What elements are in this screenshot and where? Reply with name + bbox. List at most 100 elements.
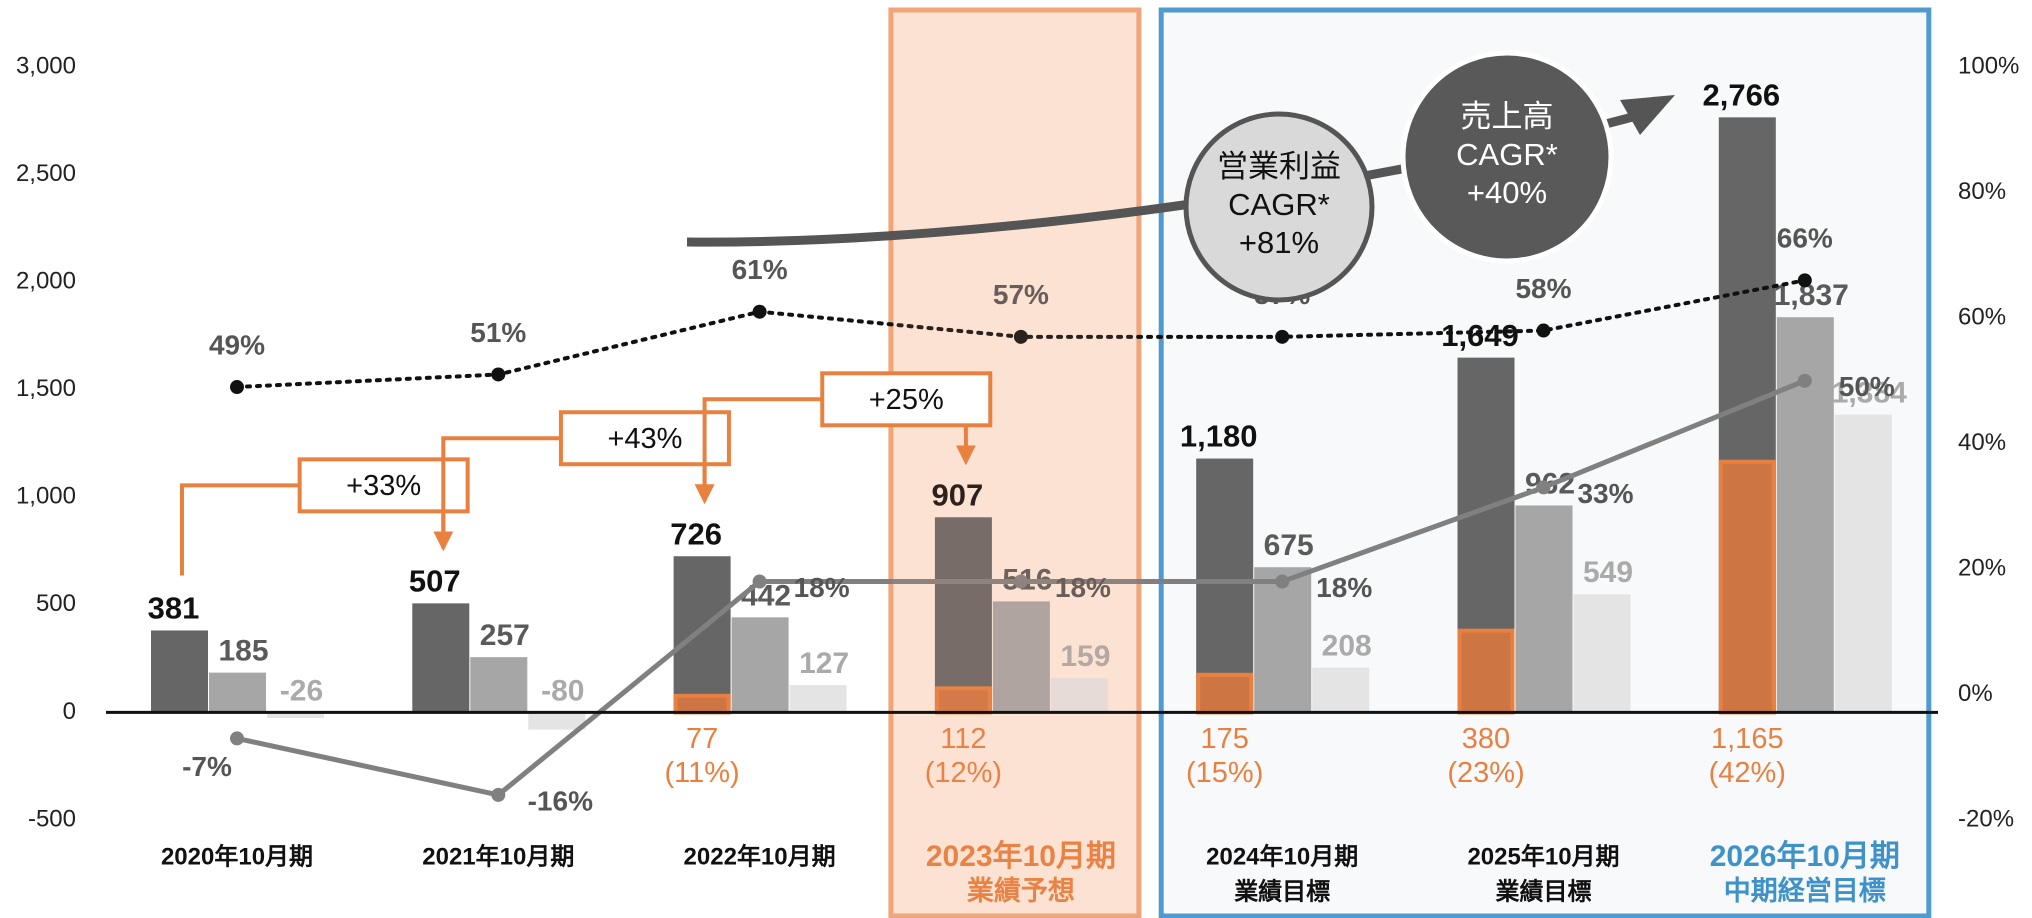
line-point [752,304,767,319]
growth-connector [441,436,561,549]
bar-value-label: 185 [218,635,268,668]
line-value-label: 18% [1055,572,1111,603]
y-tick-label: 0 [63,698,76,725]
bar [934,517,992,713]
operating-margin-label: (11%) [664,757,739,789]
x-tick-label: 2024年10月期 [1206,842,1358,870]
bar [470,657,528,713]
bar-value-label: 1,649 [1441,318,1519,353]
line-value-label: 61% [732,254,788,285]
bar [731,617,789,713]
growth-label: +43% [607,423,682,455]
bar-value-label: -80 [541,674,584,707]
cagr-text: +81% [1239,225,1319,260]
bar-value-label: 549 [1583,556,1633,589]
y-tick-label: 500 [36,590,76,617]
operating-profit-label: 380 [1462,723,1510,755]
operating-profit-bar [1457,628,1515,715]
line-value-label: 58% [1515,273,1571,304]
x-tick-sublabel: 業績目標 [1496,877,1592,905]
bar-value-label: 675 [1264,529,1314,562]
bar-value-label: 127 [799,647,849,680]
bar-value-label: 257 [480,619,530,652]
growth-label: +25% [869,384,944,416]
operating-profit-label: 77 [686,723,718,755]
line-point [1013,329,1028,344]
forecast-box [888,7,1142,918]
y-tick-label: 2,000 [16,267,76,294]
line-point [1536,323,1551,338]
bar-value-label: 442 [741,579,791,612]
growth-connector [180,483,300,576]
bar-value-label: 208 [1322,630,1372,663]
operating-margin-label: (12%) [925,757,1002,789]
bar [209,672,266,713]
x-tick-sublabel: 業績目標 [1234,877,1330,905]
y-tick-label: 1,000 [16,483,76,510]
bar [151,630,208,713]
line-point [491,367,506,382]
line-value-label: 57% [993,279,1049,310]
line-value-label: 18% [1316,572,1372,603]
line-value-label: 51% [470,317,526,348]
cagr-text: +40% [1467,175,1547,210]
line-point [1275,329,1290,344]
bar [528,712,586,730]
bar-value-label: 1,180 [1180,419,1258,454]
operating-margin-label: (42%) [1709,757,1786,789]
growth-box [297,457,470,514]
line-value-label: -16% [528,785,593,816]
bar-value-label: 2,766 [1703,78,1781,113]
bar [789,685,847,713]
line-value-label: 33% [1577,478,1633,509]
bar [1312,667,1370,713]
y-tick-label: 1,500 [16,375,76,402]
operating-profit-label: 1,165 [1711,723,1784,755]
cagr-text: 営業利益 [1217,149,1341,184]
line-point [1013,574,1028,589]
line-point [230,380,244,395]
bar [1515,505,1573,713]
operating-profit-bar [1196,672,1254,715]
y2-tick-label: -20% [1958,805,2014,832]
x-tick-label: 2023年10月期 [926,840,1116,873]
x-tick-label: 2022年10月期 [684,842,836,870]
x-tick-sublabel: 業績予想 [967,875,1075,906]
y2-tick-label: 20% [1958,554,2006,581]
bar-value-label: 726 [670,516,722,551]
x-tick-label: 2026年10月期 [1710,840,1900,873]
cagr-text: 売上高 [1461,99,1554,134]
line-value-label: 18% [794,572,850,603]
line-point [491,787,506,802]
cagr-bubble [1400,50,1614,264]
y-tick-label: 2,500 [16,160,76,187]
bar-value-label: 159 [1060,640,1110,673]
y2-tick-label: 40% [1958,429,2006,456]
bar [673,556,731,713]
line-point [1797,273,1812,288]
operating-margin-label: (23%) [1447,757,1524,789]
x-tick-label: 2021年10月期 [422,842,574,870]
y2-tick-label: 60% [1958,303,2006,330]
bar-value-label: 381 [148,591,200,626]
x-tick-sublabel: 中期経営目標 [1724,875,1886,906]
line-value-label: 66% [1777,223,1833,254]
bar [1196,458,1254,713]
y-tick-label: -500 [28,805,76,832]
bar [267,712,324,719]
growth-label: +33% [346,470,421,502]
bar-value-label: 507 [409,564,461,599]
bar-value-label: 1,384 [1832,377,1907,410]
x-tick-label: 2020年10月期 [161,842,313,870]
line-value-label: -7% [182,751,232,782]
cagr-text: CAGR* [1228,187,1330,222]
line-point [1536,480,1551,495]
bar [1834,414,1892,713]
bar [1254,567,1312,713]
y2-tick-label: 80% [1958,178,2006,205]
line-point [1797,373,1812,388]
operating-profit-bar [673,693,731,715]
bar [1573,594,1631,713]
growth-box [558,410,731,467]
